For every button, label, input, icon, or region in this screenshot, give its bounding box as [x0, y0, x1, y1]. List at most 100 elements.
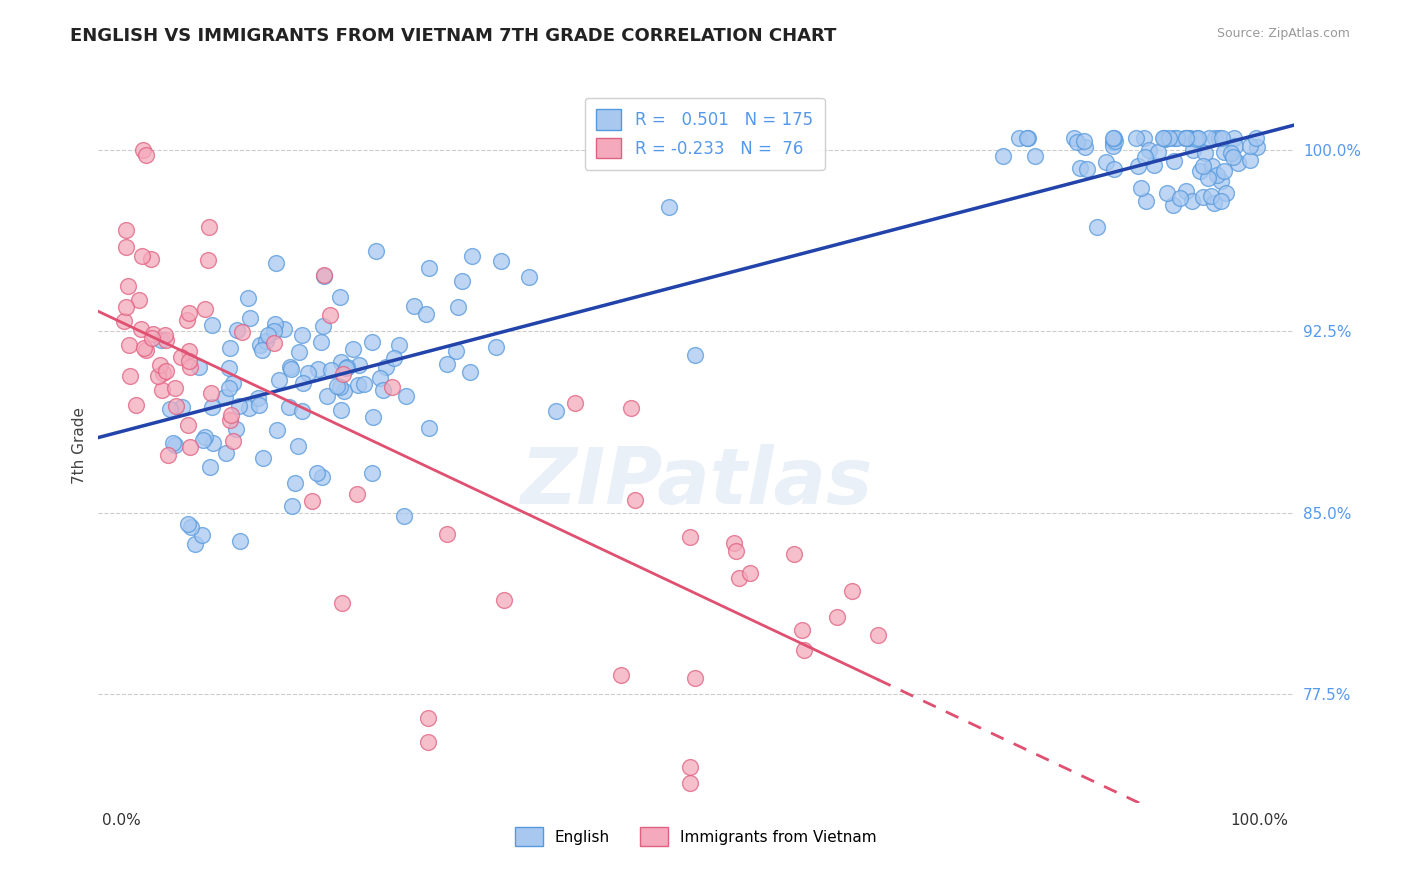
- Point: [679, 776, 702, 790]
- Point: [1104, 134, 1126, 148]
- Point: [1069, 161, 1091, 175]
- Point: [287, 439, 309, 453]
- Point: [198, 460, 221, 475]
- Point: [179, 440, 201, 454]
- Y-axis label: 7th Grade: 7th Grade: [72, 408, 87, 484]
- Point: [177, 417, 200, 432]
- Point: [152, 366, 174, 380]
- Point: [142, 327, 165, 342]
- Point: [318, 309, 340, 323]
- Point: [1152, 130, 1174, 145]
- Point: [311, 469, 333, 483]
- Point: [139, 252, 162, 267]
- Point: [1244, 130, 1267, 145]
- Point: [418, 735, 440, 749]
- Point: [218, 381, 240, 395]
- Point: [278, 359, 301, 374]
- Point: [314, 268, 336, 283]
- Point: [194, 430, 217, 444]
- Point: [1206, 168, 1229, 182]
- Point: [485, 340, 508, 354]
- Point: [1194, 145, 1216, 160]
- Point: [219, 413, 242, 427]
- Point: [349, 358, 371, 372]
- Point: [418, 711, 440, 725]
- Point: [228, 399, 250, 413]
- Point: [991, 149, 1014, 163]
- Point: [257, 327, 280, 342]
- Point: [1102, 135, 1125, 149]
- Point: [332, 367, 354, 381]
- Point: [291, 327, 314, 342]
- Point: [197, 252, 219, 267]
- Point: [309, 335, 332, 350]
- Point: [1246, 140, 1268, 154]
- Point: [125, 398, 148, 412]
- Legend: English, Immigrants from Vietnam: English, Immigrants from Vietnam: [509, 822, 883, 852]
- Point: [494, 593, 516, 607]
- Point: [1211, 194, 1233, 208]
- Point: [658, 200, 681, 214]
- Point: [793, 643, 815, 657]
- Point: [436, 357, 458, 371]
- Point: [1125, 130, 1147, 145]
- Point: [866, 628, 889, 642]
- Point: [1227, 156, 1250, 170]
- Point: [371, 383, 394, 397]
- Point: [623, 493, 645, 508]
- Point: [1135, 194, 1157, 208]
- Point: [1156, 186, 1178, 200]
- Point: [191, 528, 214, 542]
- Point: [1126, 159, 1149, 173]
- Point: [229, 533, 252, 548]
- Point: [1073, 134, 1095, 148]
- Point: [280, 362, 302, 376]
- Point: [683, 348, 706, 362]
- Point: [226, 323, 249, 337]
- Point: [291, 404, 314, 418]
- Point: [329, 403, 352, 417]
- Point: [247, 398, 270, 412]
- Point: [183, 537, 205, 551]
- Point: [1212, 145, 1234, 160]
- Point: [165, 399, 187, 413]
- Point: [1201, 159, 1223, 173]
- Point: [291, 376, 314, 391]
- Point: [1174, 184, 1197, 198]
- Point: [368, 371, 391, 385]
- Point: [307, 466, 329, 480]
- Point: [1147, 145, 1170, 159]
- Point: [155, 328, 177, 343]
- Point: [177, 306, 200, 320]
- Point: [180, 520, 202, 534]
- Point: [564, 396, 586, 410]
- Point: [825, 609, 848, 624]
- Point: [418, 260, 440, 275]
- Point: [280, 499, 302, 513]
- Point: [1223, 138, 1246, 153]
- Point: [1187, 130, 1209, 145]
- Point: [388, 337, 411, 351]
- Point: [1017, 130, 1039, 145]
- Point: [447, 300, 470, 314]
- Point: [177, 516, 200, 531]
- Point: [402, 299, 425, 313]
- Point: [738, 566, 761, 580]
- Point: [263, 324, 285, 338]
- Point: [170, 350, 193, 364]
- Point: [135, 148, 157, 162]
- Point: [266, 423, 288, 437]
- Point: [329, 380, 352, 394]
- Point: [112, 314, 135, 328]
- Point: [307, 362, 329, 376]
- Point: [1163, 153, 1185, 168]
- Point: [1181, 194, 1204, 208]
- Point: [1153, 131, 1175, 145]
- Point: [330, 355, 353, 369]
- Point: [201, 318, 224, 332]
- Point: [301, 494, 323, 508]
- Point: [193, 433, 215, 447]
- Text: ZIPatlas: ZIPatlas: [520, 443, 872, 520]
- Point: [336, 359, 359, 374]
- Point: [149, 358, 172, 372]
